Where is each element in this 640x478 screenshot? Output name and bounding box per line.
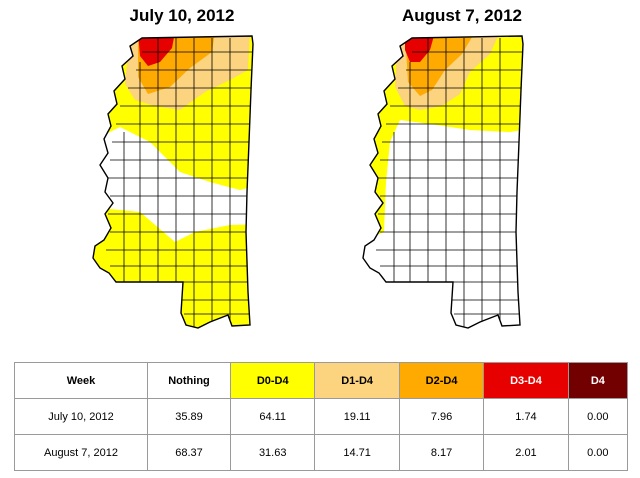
drought-map-august xyxy=(362,35,524,329)
cell-d1-d4: 14.71 xyxy=(314,434,400,471)
header-d4: D4 xyxy=(567,362,629,399)
state-outline xyxy=(362,35,524,329)
d3-area xyxy=(138,36,175,66)
d3-area xyxy=(405,36,435,62)
cell-d0-d4: 64.11 xyxy=(229,398,316,435)
map-title-august: August 7, 2012 xyxy=(402,6,522,25)
cell-d0-d4: 31.63 xyxy=(229,434,316,471)
header-d0-d4: D0-D4 xyxy=(229,362,316,399)
drought-statistics-table: Week Nothing D0-D4 D1-D4 D2-D4 D3-D4 D4 … xyxy=(14,362,629,471)
cell-week: July 10, 2012 xyxy=(14,398,148,435)
cell-d2-d4: 7.96 xyxy=(398,398,485,435)
cell-nothing: 68.37 xyxy=(147,434,231,471)
cell-d2-d4: 8.17 xyxy=(398,434,485,471)
drought-map-july xyxy=(92,35,254,329)
county-grid xyxy=(106,38,252,327)
cell-d4: 0.00 xyxy=(567,434,629,471)
cell-nothing: 35.89 xyxy=(147,398,231,435)
header-d3-d4: D3-D4 xyxy=(483,362,569,399)
cell-d3-d4: 2.01 xyxy=(483,434,569,471)
header-week: Week xyxy=(14,362,148,399)
header-nothing: Nothing xyxy=(147,362,231,399)
map-title-july: July 10, 2012 xyxy=(129,6,235,25)
cell-d3-d4: 1.74 xyxy=(483,398,569,435)
cell-week: August 7, 2012 xyxy=(14,434,148,471)
cell-d4: 0.00 xyxy=(567,398,629,435)
state-outline xyxy=(92,35,254,329)
table-header-row: Week Nothing D0-D4 D1-D4 D2-D4 D3-D4 D4 xyxy=(14,362,629,399)
table-row: July 10, 2012 35.89 64.11 19.11 7.96 1.7… xyxy=(14,398,629,435)
header-d1-d4: D1-D4 xyxy=(314,362,400,399)
header-d2-d4: D2-D4 xyxy=(398,362,485,399)
cell-d1-d4: 19.11 xyxy=(314,398,400,435)
county-grid xyxy=(376,38,522,327)
table-row: August 7, 2012 68.37 31.63 14.71 8.17 2.… xyxy=(14,434,629,471)
